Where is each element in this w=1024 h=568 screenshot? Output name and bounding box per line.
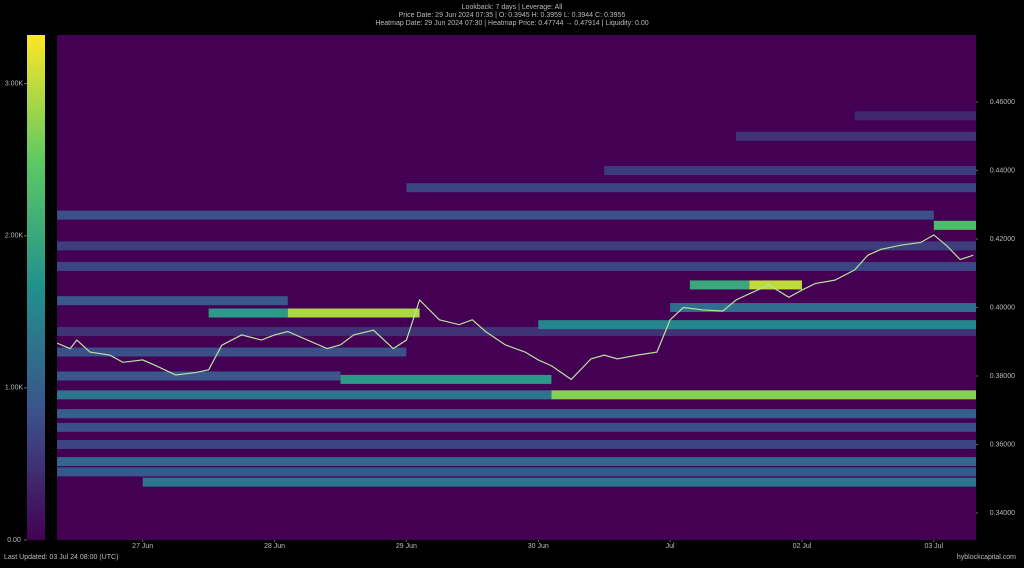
colorbar-tick-label: 2.00K	[5, 233, 24, 240]
heat-cell	[854, 111, 976, 121]
colorbar-tick-label: 1.00K	[5, 385, 24, 392]
plot-area	[57, 35, 976, 540]
heat-cell	[287, 308, 420, 318]
heat-cell	[57, 347, 407, 357]
header-line: Heatmap Date: 29 Jun 2024 07:30 | Heatma…	[375, 20, 648, 27]
colorbar	[27, 35, 45, 540]
y-tick-label: 0.34000	[990, 510, 1015, 517]
price-line	[57, 234, 974, 381]
y-tick-label: 0.38000	[990, 373, 1015, 380]
heat-cell	[57, 296, 288, 306]
y-tick-label: 0.40000	[990, 304, 1015, 311]
heat-cell	[670, 303, 976, 313]
x-tick-label: 03 Jul	[924, 543, 943, 550]
heat-cell	[551, 390, 976, 400]
heat-cell	[57, 210, 934, 220]
y-tick-label: 0.46000	[990, 99, 1015, 106]
heat-cell	[57, 467, 976, 477]
footer-left: Last Updated: 03 Jul 24 08:00 (UTC)	[4, 554, 118, 561]
heat-cell	[57, 439, 976, 449]
x-tick-label: 29 Jun	[396, 543, 417, 550]
header-line: Lookback: 7 days | Leverage: All	[462, 4, 563, 11]
heat-cell	[749, 280, 802, 290]
heat-cell	[538, 320, 976, 330]
heat-cell	[689, 280, 750, 290]
y-tick-label: 0.44000	[990, 167, 1015, 174]
x-tick-label: 27 Jun	[132, 543, 153, 550]
heat-cell	[57, 241, 976, 251]
heat-cell	[340, 374, 552, 384]
heat-cell	[57, 390, 552, 400]
heat-cell	[57, 326, 976, 336]
heat-cell	[142, 477, 976, 487]
footer-right: hyblockcapital.com	[957, 554, 1016, 561]
plot-background	[57, 35, 976, 540]
heat-cell	[57, 371, 341, 381]
heat-cell	[406, 183, 976, 193]
heat-cell	[57, 457, 976, 467]
heat-cell	[736, 131, 976, 141]
colorbar-tick-label: 0.00	[7, 537, 21, 544]
x-tick-label: 30 Jun	[528, 543, 549, 550]
heat-cell	[604, 166, 976, 176]
heat-cell	[57, 261, 976, 271]
heat-cell	[208, 308, 288, 318]
header-line: Price Date: 29 Jun 2024 07:35 | O: 0.394…	[399, 12, 626, 19]
x-tick-label: 28 Jun	[264, 543, 285, 550]
heat-cell	[57, 409, 976, 419]
colorbar-tick-label: 3.00K	[5, 81, 24, 88]
x-tick-label: 02 Jul	[793, 543, 812, 550]
heat-cell	[933, 220, 976, 230]
x-tick-label: Jul	[666, 543, 675, 550]
heat-cell	[57, 422, 976, 432]
y-tick-label: 0.42000	[990, 236, 1015, 243]
y-tick-label: 0.36000	[990, 441, 1015, 448]
